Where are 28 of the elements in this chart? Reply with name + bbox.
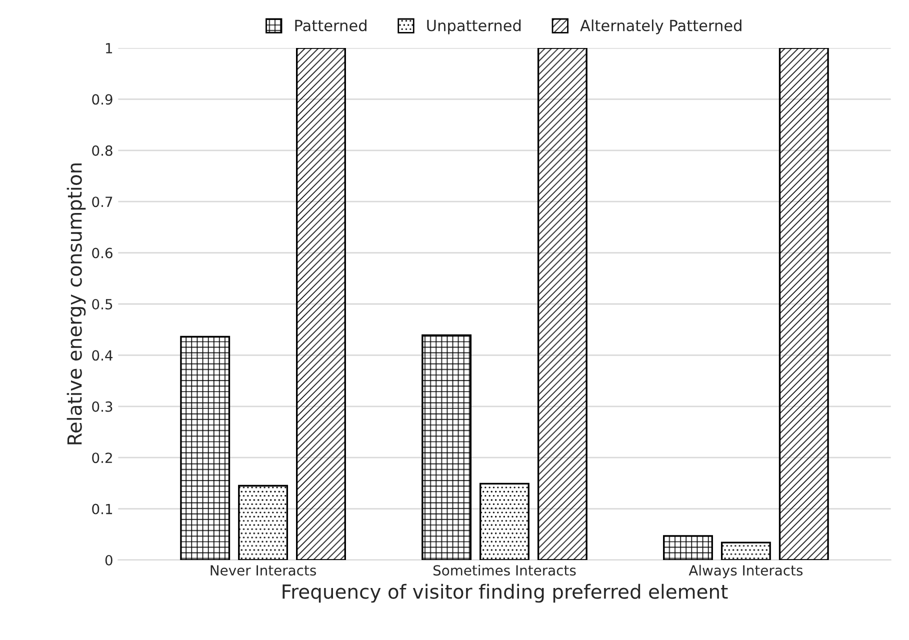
bar [422, 334, 472, 560]
legend-label: Unpatterned [427, 19, 521, 34]
y-tick-label: 0.2 [92, 452, 112, 464]
bar [480, 482, 530, 560]
bar [778, 48, 829, 560]
y-tick-label: 0.7 [92, 196, 112, 208]
legend-label: Patterned [295, 19, 366, 32]
y-tick-label: 0.5 [92, 298, 112, 310]
x-axis-title: Frequency of visitor finding preferred element [282, 584, 728, 603]
x-tick-label: Always Interacts [688, 564, 803, 578]
x-tick-label: Never Interacts [210, 565, 316, 576]
y-tick-label: 0.1 [92, 504, 112, 514]
bar [180, 336, 230, 560]
y-axis-title: Relative energy consumption [66, 163, 86, 444]
bar [663, 535, 713, 560]
bar [296, 48, 346, 560]
bar [537, 48, 588, 560]
bar [720, 542, 771, 560]
y-tick-label: 0.9 [92, 94, 112, 105]
y-tick-label: 0.4 [92, 350, 113, 361]
x-tick-label: Sometimes Interacts [433, 564, 576, 576]
y-tick-label: 0.3 [92, 401, 112, 412]
y-tick-label: 0.6 [92, 248, 112, 258]
y-tick-label: 0.8 [92, 145, 112, 156]
bar [238, 484, 288, 560]
y-tick-label: 0 [105, 554, 112, 566]
legend-label: Alternately Patterned [580, 19, 742, 34]
y-tick-label: 1 [106, 43, 112, 54]
